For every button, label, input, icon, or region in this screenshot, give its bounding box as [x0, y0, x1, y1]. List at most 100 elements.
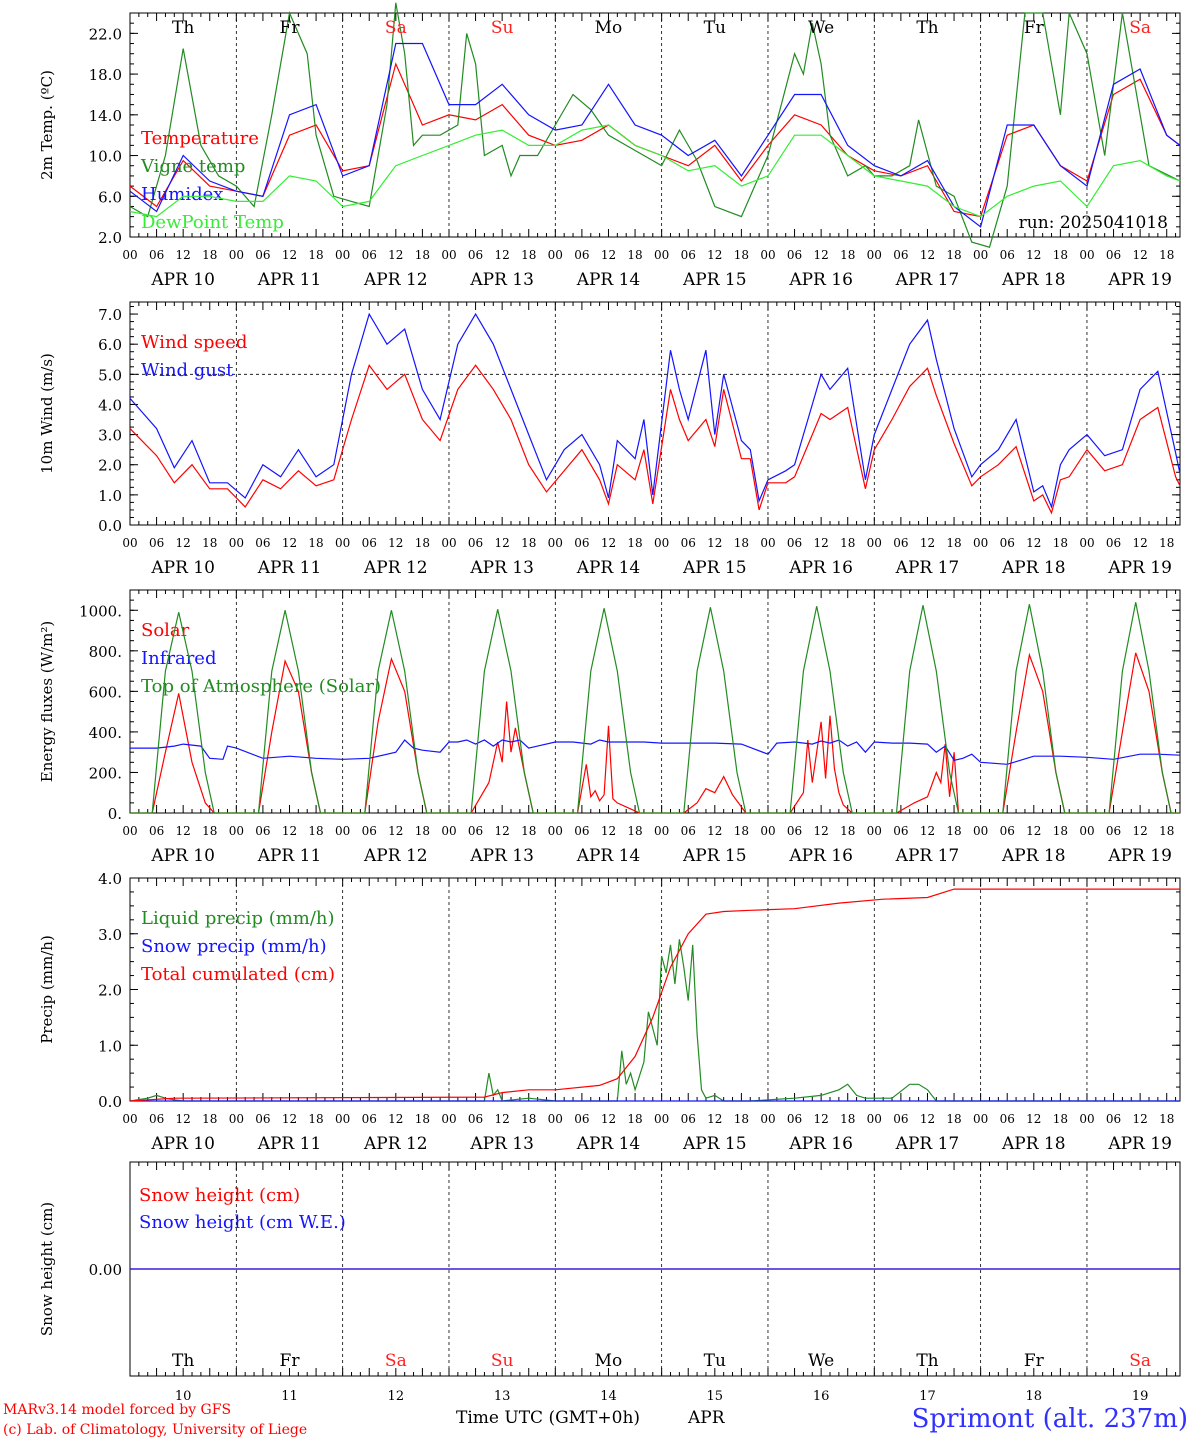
date-label: APR 12 — [363, 846, 428, 866]
y-tick-label: 0. — [108, 805, 122, 823]
date-label: APR 18 — [1001, 270, 1066, 290]
hour-label: 06 — [362, 536, 377, 550]
legend-entry: Snow precip (mm/h) — [141, 936, 327, 957]
hour-label: 06 — [149, 1112, 164, 1126]
y-tick-label: 600. — [89, 683, 122, 701]
legend-entry: Humidex — [141, 184, 223, 205]
hour-label: 00 — [760, 536, 775, 550]
hour-label: 12 — [1132, 536, 1147, 550]
series-line — [129, 42, 1181, 228]
series-line — [129, 124, 1181, 218]
weekday-label: Th — [172, 18, 194, 38]
y-tick-label: 400. — [89, 724, 122, 742]
hour-label: 06 — [787, 824, 802, 838]
hour-label: 06 — [149, 248, 164, 262]
date-label: APR 18 — [1001, 558, 1066, 578]
hour-label: 00 — [441, 824, 456, 838]
y-tick-label: 18.0 — [89, 66, 122, 84]
hour-label: 00 — [1079, 1112, 1094, 1126]
series-line — [129, 2, 1181, 248]
y-tick-label: 2.0 — [98, 229, 122, 247]
hour-label: 12 — [388, 1112, 403, 1126]
y-tick-label: 3.0 — [98, 926, 122, 944]
hour-label: 18 — [415, 1112, 430, 1126]
hour-label: 06 — [1000, 536, 1015, 550]
date-label: APR 12 — [363, 1134, 428, 1154]
weekday-label: Fr — [1024, 1351, 1045, 1371]
hour-label: 12 — [1026, 824, 1041, 838]
y-axis-label: 2m Temp. (ºC) — [38, 70, 56, 180]
hour-label: 00 — [760, 248, 775, 262]
hour-label: 12 — [707, 536, 722, 550]
hour-label: 12 — [601, 248, 616, 262]
hour-label: 06 — [1106, 536, 1121, 550]
hour-label: 00 — [654, 1112, 669, 1126]
weekday-label: Th — [916, 1351, 938, 1371]
hour-label: 06 — [893, 536, 908, 550]
hour-label: 00 — [122, 1112, 137, 1126]
legend-entry: DewPoint Temp — [141, 212, 284, 233]
hour-label: 18 — [1053, 824, 1068, 838]
weekday-label: Mo — [595, 18, 623, 38]
hour-label: 12 — [176, 536, 191, 550]
date-label: APR 10 — [150, 846, 215, 866]
y-tick-label: 5.0 — [98, 366, 122, 384]
hour-label: 12 — [388, 536, 403, 550]
hour-label: 18 — [840, 1112, 855, 1126]
series-line — [129, 888, 1180, 1102]
hour-label: 18 — [308, 1112, 323, 1126]
hour-label: 00 — [229, 536, 244, 550]
hour-label: 18 — [734, 536, 749, 550]
hour-label: 18 — [1053, 248, 1068, 262]
hour-label: 12 — [707, 248, 722, 262]
hour-label: 06 — [1106, 1112, 1121, 1126]
hour-label: 00 — [1079, 536, 1094, 550]
hour-label: 18 — [627, 536, 642, 550]
hour-label: 00 — [335, 536, 350, 550]
y-tick-label: 800. — [89, 643, 122, 661]
hour-label: 18 — [840, 824, 855, 838]
hour-label: 00 — [1079, 824, 1094, 838]
y-tick-label: 1.0 — [98, 1037, 122, 1055]
hour-label: 18 — [202, 248, 217, 262]
hour-label: 18 — [627, 248, 642, 262]
legend-entry: Wind gust — [141, 360, 234, 381]
y-tick-label: 4.0 — [98, 870, 122, 888]
date-label: APR 11 — [257, 846, 322, 866]
hour-label: 12 — [176, 248, 191, 262]
date-label: APR 15 — [682, 846, 747, 866]
weekday-label: Sa — [1129, 1351, 1151, 1371]
y-axis-label: 10m Wind (m/s) — [38, 353, 56, 474]
hour-label: 18 — [415, 536, 430, 550]
hour-label: 18 — [415, 248, 430, 262]
legend-entry: Vigne temp — [140, 156, 245, 177]
hour-label: 18 — [734, 824, 749, 838]
weekday-label: Tu — [704, 1351, 726, 1371]
weekday-label: Th — [916, 18, 938, 38]
hour-label: 18 — [627, 1112, 642, 1126]
hour-label: 12 — [282, 1112, 297, 1126]
panel-3: 0. 200. 400. 600. 800. 1000. Energy fluxes (W/… — [38, 589, 1181, 866]
hour-label: 06 — [1106, 824, 1121, 838]
series-line — [130, 739, 1181, 765]
hour-label: 18 — [415, 824, 430, 838]
hour-label: 12 — [601, 1112, 616, 1126]
date-label: APR 18 — [1001, 1134, 1066, 1154]
day-number-label: 14 — [600, 1389, 617, 1404]
y-tick-label: 0.0 — [98, 517, 122, 535]
y-tick-label: 4.0 — [98, 396, 122, 414]
legend-entry: Top of Atmosphere (Solar) — [141, 676, 381, 697]
panel-1: 2.06.010.014.018.022.02m Temp. (ºC) Tempe… — [38, 2, 1181, 290]
hour-label: 12 — [813, 536, 828, 550]
hour-label: 00 — [973, 824, 988, 838]
hour-label: 06 — [787, 1112, 802, 1126]
hour-label: 12 — [601, 824, 616, 838]
hour-label: 06 — [255, 824, 270, 838]
hour-label: 00 — [548, 536, 563, 550]
hour-label: 00 — [654, 248, 669, 262]
hour-label: 12 — [920, 1112, 935, 1126]
day-number-label: 13 — [494, 1389, 511, 1404]
hour-label: 18 — [202, 536, 217, 550]
hour-label: 06 — [1000, 248, 1015, 262]
